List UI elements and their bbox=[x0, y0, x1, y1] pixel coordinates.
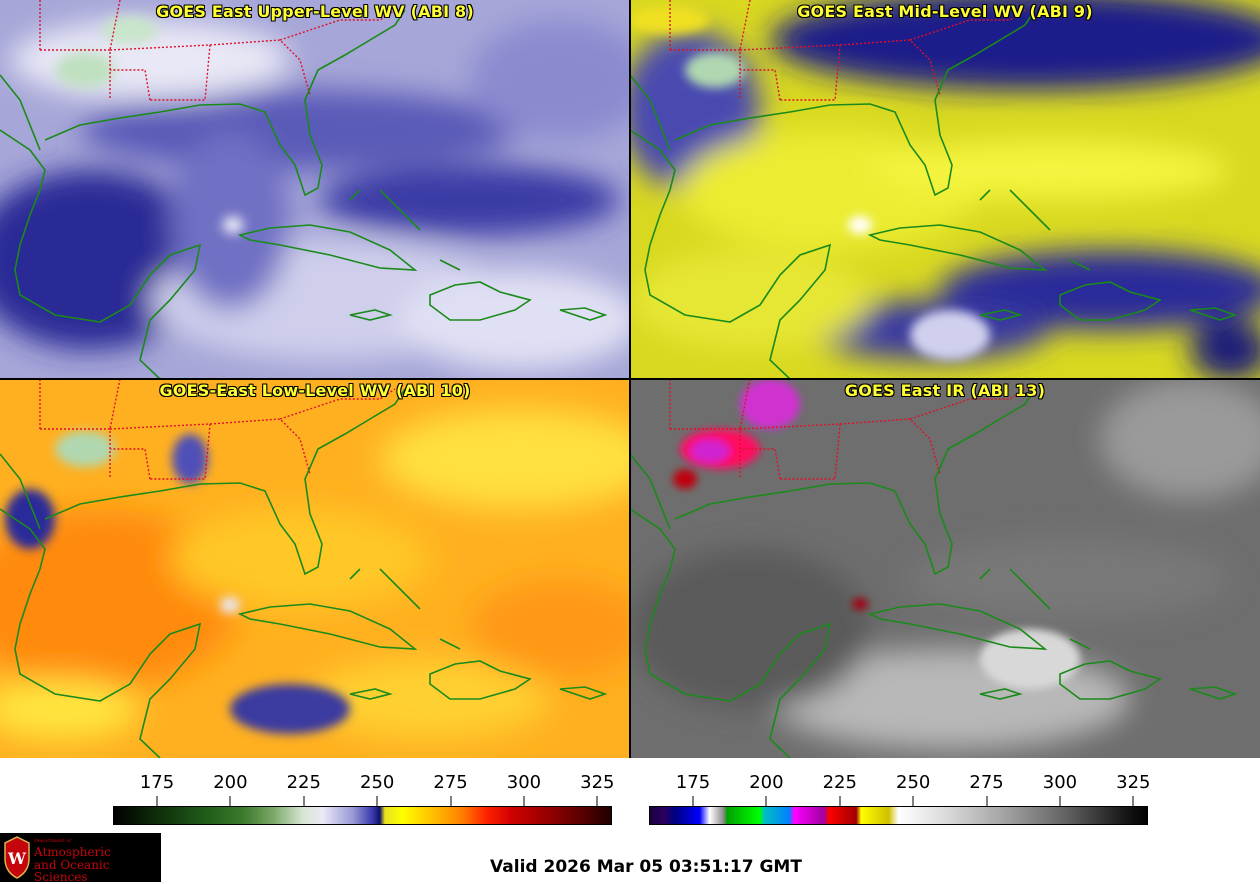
colorbar-tick-mark bbox=[1059, 796, 1061, 806]
colorbar-tick-mark bbox=[523, 796, 525, 806]
colorbar-tick-mark bbox=[1132, 796, 1134, 806]
coastlines bbox=[630, 9, 1238, 379]
panel-title-ir: GOES East IR (ABI 13) bbox=[844, 381, 1046, 400]
coastlines bbox=[630, 388, 1238, 758]
panel-mid-level-wv: GOES East Mid-Level WV (ABI 9) bbox=[630, 0, 1260, 379]
colorbar-tick-label: 225 bbox=[286, 772, 321, 793]
panel-divider-horizontal bbox=[0, 378, 1260, 380]
state-borders bbox=[669, 379, 1026, 480]
valid-time: Valid 2026 Mar 05 03:51:17 GMT bbox=[490, 857, 802, 877]
panel-title-upper: GOES East Upper-Level WV (ABI 8) bbox=[156, 2, 474, 21]
colorbar-tick-mark bbox=[839, 796, 841, 806]
colorbar-tick-label: 275 bbox=[433, 772, 468, 793]
colorbar-tick-mark bbox=[596, 796, 598, 806]
colorbar-ticks-right: 175 200 225 250 275 300 325 bbox=[649, 772, 1151, 806]
logo-department: Department of bbox=[34, 838, 71, 844]
colorbar-tick-mark bbox=[376, 796, 378, 806]
mid-level-wv-image bbox=[630, 0, 1260, 379]
logo-line1: Atmospheric bbox=[34, 845, 111, 859]
colorbar-tick-mark bbox=[912, 796, 914, 806]
colorbar-tick-label: 200 bbox=[213, 772, 248, 793]
colorbar-tick-mark bbox=[986, 796, 988, 806]
colorbar-infrared-gradient bbox=[649, 806, 1148, 825]
colorbar-tick-mark bbox=[692, 796, 694, 806]
colorbar-water-vapor: 175 200 225 250 275 300 325 bbox=[113, 772, 615, 825]
colorbar-tick-label: 175 bbox=[675, 772, 711, 793]
colorbar-tick-mark bbox=[229, 796, 231, 806]
colorbar-tick-label: 275 bbox=[969, 772, 1004, 793]
panel-infrared: GOES East IR (ABI 13) bbox=[630, 379, 1260, 758]
panel-title-low: GOES-East Low-Level WV (ABI 10) bbox=[159, 381, 471, 400]
state-borders bbox=[39, 379, 396, 480]
panel-low-level-wv: GOES-East Low-Level WV (ABI 10) bbox=[0, 379, 630, 758]
logo-line2: and Oceanic Sciences bbox=[34, 858, 110, 884]
aos-logo: W Department of Atmospheric and Oceanic … bbox=[0, 833, 161, 884]
colorbar-tick-label: 225 bbox=[822, 772, 857, 793]
colorbar-tick-label: 300 bbox=[506, 772, 542, 793]
colorbar-tick-label: 325 bbox=[580, 772, 615, 793]
colorbar-ticks-left: 175 200 225 250 275 300 325 bbox=[113, 772, 615, 806]
svg-text:W: W bbox=[7, 849, 27, 868]
colorbar-tick-mark bbox=[765, 796, 767, 806]
colorbar-tick-mark bbox=[303, 796, 305, 806]
colorbar-tick-label: 175 bbox=[139, 772, 175, 793]
colorbar-tick-label: 200 bbox=[749, 772, 784, 793]
colorbar-tick-label: 250 bbox=[359, 772, 395, 793]
upper-level-wv-image bbox=[0, 0, 630, 379]
state-borders bbox=[669, 0, 1026, 101]
panel-title-mid: GOES East Mid-Level WV (ABI 9) bbox=[797, 2, 1093, 21]
coastlines bbox=[0, 9, 608, 379]
state-borders bbox=[39, 0, 396, 101]
colorbar-tick-mark bbox=[450, 796, 452, 806]
colorbar-tick-label: 250 bbox=[895, 772, 931, 793]
coastlines bbox=[0, 388, 608, 758]
colorbar-infrared: 175 200 225 250 275 300 325 bbox=[649, 772, 1151, 825]
infrared-image bbox=[630, 379, 1260, 758]
low-level-wv-image bbox=[0, 379, 630, 758]
colorbar-tick-label: 300 bbox=[1042, 772, 1078, 793]
panel-upper-level-wv: GOES East Upper-Level WV (ABI 8) bbox=[0, 0, 630, 379]
colorbar-tick-label: 325 bbox=[1116, 772, 1151, 793]
colorbar-water-vapor-gradient bbox=[113, 806, 612, 825]
uw-crest-icon: W bbox=[4, 836, 30, 879]
colorbar-tick-mark bbox=[156, 796, 158, 806]
